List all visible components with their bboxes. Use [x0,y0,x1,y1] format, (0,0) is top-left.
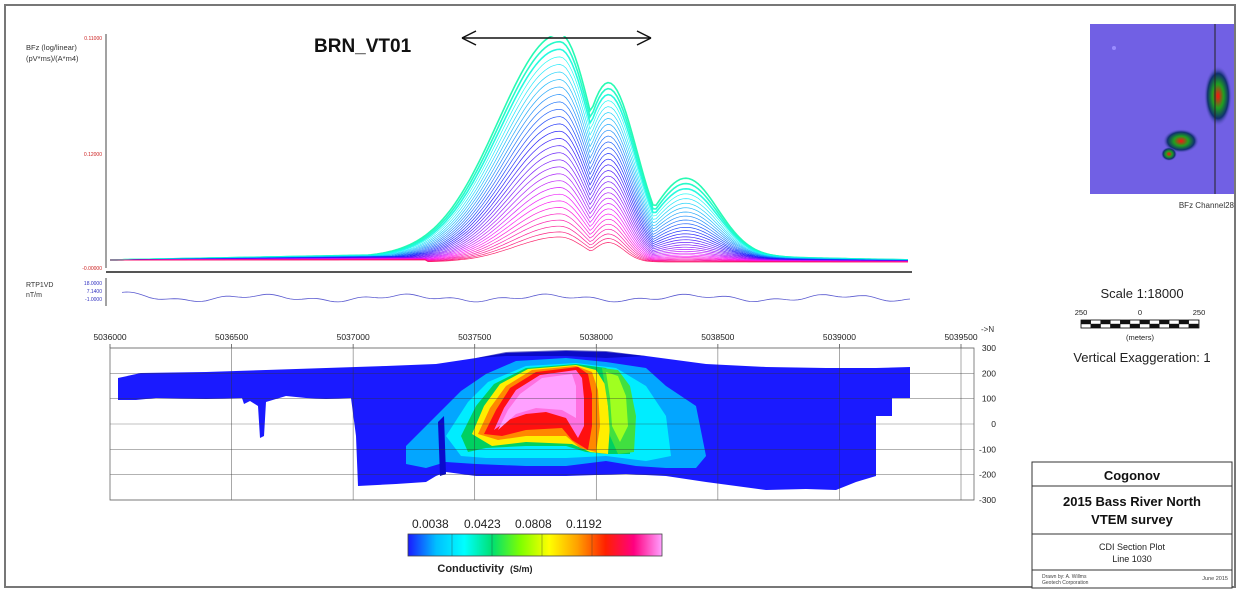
profile-ylabel-2: (pV*ms)/(A*m4) [26,54,79,63]
title-survey-1: 2015 Bass River North [1063,494,1201,509]
profile-ytick-mid: 0.12000 [84,152,102,158]
magnetic-panel: RTP1VD nT/m 18.0000 7.1400 -1.0000 [26,278,911,306]
colorbar-tick-label: 0.1192 [566,517,602,531]
title-drawn-2: Geotech Corporation [1042,580,1089,586]
profile-ytick-bottom: -0.00000 [82,266,102,272]
section-y-tick-label: -300 [979,495,996,505]
section-y-tick-label: -200 [979,470,996,480]
section-x-tick-label: 5039000 [823,332,856,342]
section-panel: 5036000 5036500 5037000 5037500 5038000 50385… [93,325,996,505]
decay-curve-channel [110,236,908,263]
section-border [109,347,975,501]
section-x-tick-label: 5039500 [944,332,977,342]
magnetic-profile-line [121,291,911,303]
mag-ytick-mid: 7.1400 [87,289,103,295]
decay-curve-channel [110,48,909,261]
decay-curve-channel [110,130,908,262]
colorbar-label: Conductivity [437,563,504,575]
decay-curve-channel [110,152,908,262]
scale-label-right: 250 [1193,308,1206,317]
colorbar-unit: (S/m) [510,564,533,574]
title-survey-2: VTEM survey [1091,512,1173,527]
section-y-tick-label: 0 [991,419,996,429]
decay-curve-channel [110,166,908,262]
section-y-tick-label: 100 [982,394,996,404]
decay-curve-channel [110,56,908,261]
decay-curve-channel [110,116,908,261]
mag-ytick-bottom: -1.0000 [85,297,102,303]
decay-curve-channel [110,108,909,261]
colorbar: 0.0038 0.0423 0.0808 0.1192 Conductivity (S… [407,517,663,575]
inset-anomaly-3 [1161,147,1177,161]
cdi-section [118,350,910,490]
title-drawn-1: Drawn by: A. Willms [1042,574,1087,580]
target-label: BRN_VT01 [314,36,412,57]
decay-curve-channel [110,193,908,262]
colorbar-tick-label: 0.0423 [464,517,501,531]
section-x-tick-label: 5038000 [580,332,613,342]
title-plot-2: Line 1030 [1112,554,1152,564]
scale-label-left: 250 [1075,308,1088,317]
scale-label-zero: 0 [1138,308,1142,317]
vertical-exaggeration: Vertical Exaggeration: 1 [1073,350,1210,365]
inset-anomaly-1 [1204,66,1232,126]
decay-curve-channel [110,213,908,263]
decay-curve-channel [110,200,908,262]
colorbar-tick-label: 0.0038 [412,517,449,531]
inset-map: BFz Channel28 [1090,24,1235,210]
profile-ytick-top: 0.11000 [84,36,102,42]
section-y-tick-label: 200 [982,368,996,378]
colorbar-tick-label: 0.0808 [515,517,552,531]
profile-panel: BFz (log/linear) (pV*ms)/(A*m4) 0.11000 … [26,30,912,273]
section-x-tick-label: 5037000 [337,332,370,342]
target-arrow [461,30,652,46]
profile-ylabel-1: BFz (log/linear) [26,43,77,52]
decay-curve-channel [110,187,908,262]
title-plot-1: CDI Section Plot [1099,542,1166,552]
decay-curve-channel [110,94,908,261]
section-narrow-feature [438,416,446,476]
figure-frame: BFz (log/linear) (pV*ms)/(A*m4) 0.11000 … [4,4,1236,589]
mag-ytick-top: 18.0000 [84,281,102,287]
title-company: Cogonov [1104,468,1161,483]
cdi-figure: BFz (log/linear) (pV*ms)/(A*m4) 0.11000 … [26,24,1235,589]
colorbar-scale [407,533,663,557]
section-x-tick-label: 5036500 [215,332,248,342]
section-y-tick-label: 300 [982,343,996,353]
decay-curve-channel [110,64,908,261]
mag-label-1: RTP1VD [26,282,54,289]
scale-block: Scale 1:18000 250 0 250 (meters) Vertica… [1073,286,1210,365]
title-date: June 2015 [1202,576,1228,582]
section-y-tick-label: -100 [979,444,996,454]
section-x-unit: ->N [981,325,994,334]
inset-anomaly-2 [1163,129,1199,153]
scale-unit: (meters) [1126,333,1154,342]
decay-curve-channel [110,145,908,262]
decay-curve-channel [110,79,909,261]
decay-curve-channel [110,71,908,261]
decay-curve-channel [110,40,909,261]
section-x-tick-label: 5038500 [701,332,734,342]
inset-caption: BFz Channel28 [1179,201,1235,210]
decay-curve-channel [110,101,908,261]
scale-title: Scale 1:18000 [1100,286,1183,301]
section-conductive-core-inner [498,374,576,430]
decay-curves [110,36,909,263]
section-x-tick-label: 5036000 [93,332,126,342]
section-x-tick-label: 5037500 [458,332,491,342]
mag-label-2: nT/m [26,292,42,299]
title-block: Cogonov 2015 Bass River North VTEM surve… [1031,461,1233,589]
scale-bar [1080,319,1200,329]
section-secondary-core [606,372,628,442]
